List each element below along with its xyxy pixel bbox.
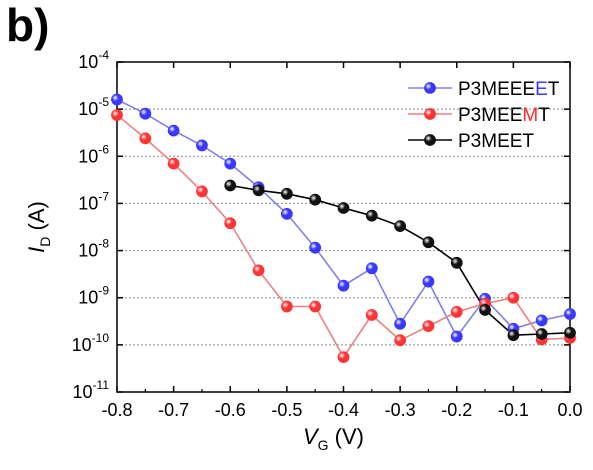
y-tick-label: 10-10 [72, 331, 110, 355]
data-point-p3meemt [196, 186, 207, 197]
legend-label: P3MEET [458, 131, 534, 152]
x-tick-label: -0.5 [271, 400, 302, 420]
data-point-p3meemt [168, 158, 179, 169]
data-point-p3meet [395, 221, 406, 232]
y-tick-label: 10-5 [78, 95, 109, 119]
data-point-p3meemt [281, 301, 292, 312]
x-tick-label: 0.0 [557, 400, 582, 420]
x-tick-label: -0.8 [101, 400, 132, 420]
x-tick-label: -0.4 [328, 400, 359, 420]
data-point-p3meeet [168, 125, 179, 136]
y-tick-label: 10-6 [78, 142, 109, 166]
data-point-p3meet [225, 180, 236, 191]
data-point-p3meeet [536, 315, 547, 326]
legend-label: P3MEEMT [458, 105, 550, 126]
data-point-p3meemt [112, 110, 123, 121]
data-point-p3meemt [310, 301, 321, 312]
data-point-p3meet [508, 330, 519, 341]
data-point-p3meet [536, 328, 547, 339]
data-point-p3meemt [338, 352, 349, 363]
data-point-p3meeet [395, 318, 406, 329]
data-point-p3meet [310, 194, 321, 205]
x-axis-title: VG (V) [303, 424, 364, 453]
data-point-p3meet [480, 304, 491, 315]
y-axis-title: ID (A) [24, 201, 53, 253]
legend-marker [425, 83, 436, 94]
data-point-p3meeet [112, 94, 123, 105]
data-point-p3meet [253, 185, 264, 196]
data-point-p3meeet [451, 331, 462, 342]
y-tick-label: 10-7 [78, 189, 109, 213]
data-point-p3meemt [451, 306, 462, 317]
data-point-p3meeet [366, 263, 377, 274]
x-tick-label: -0.1 [498, 400, 529, 420]
data-point-p3meet [565, 327, 576, 338]
data-point-p3meemt [508, 292, 519, 303]
legend-marker [425, 135, 436, 146]
legend-marker [425, 109, 436, 120]
x-tick-label: -0.2 [441, 400, 472, 420]
data-point-p3meeet [565, 309, 576, 320]
data-point-p3meeet [310, 242, 321, 253]
x-tick-label: -0.3 [385, 400, 416, 420]
data-point-p3meemt [140, 133, 151, 144]
data-point-p3meeet [338, 280, 349, 291]
data-point-p3meet [338, 202, 349, 213]
data-point-p3meeet [196, 140, 207, 151]
legend-label: P3MEEEET [458, 79, 560, 100]
y-tick-label: 10-8 [78, 237, 109, 261]
data-point-p3meet [423, 237, 434, 248]
y-tick-label: 10-11 [73, 378, 110, 402]
y-tick-label: 10-4 [78, 48, 109, 72]
y-tick-label: 10-9 [78, 284, 109, 308]
data-point-p3meemt [253, 265, 264, 276]
data-point-p3meemt [395, 335, 406, 346]
data-point-p3meemt [366, 309, 377, 320]
data-point-p3meemt [225, 218, 236, 229]
x-tick-label: -0.6 [215, 400, 246, 420]
data-point-p3meeet [140, 108, 151, 119]
data-point-p3meeet [281, 208, 292, 219]
data-point-p3meet [451, 257, 462, 268]
data-point-p3meet [281, 188, 292, 199]
x-tick-label: -0.7 [158, 400, 189, 420]
data-point-p3meet [366, 210, 377, 221]
data-point-p3meeet [423, 276, 434, 287]
data-point-p3meeet [225, 158, 236, 169]
data-point-p3meemt [423, 321, 434, 332]
